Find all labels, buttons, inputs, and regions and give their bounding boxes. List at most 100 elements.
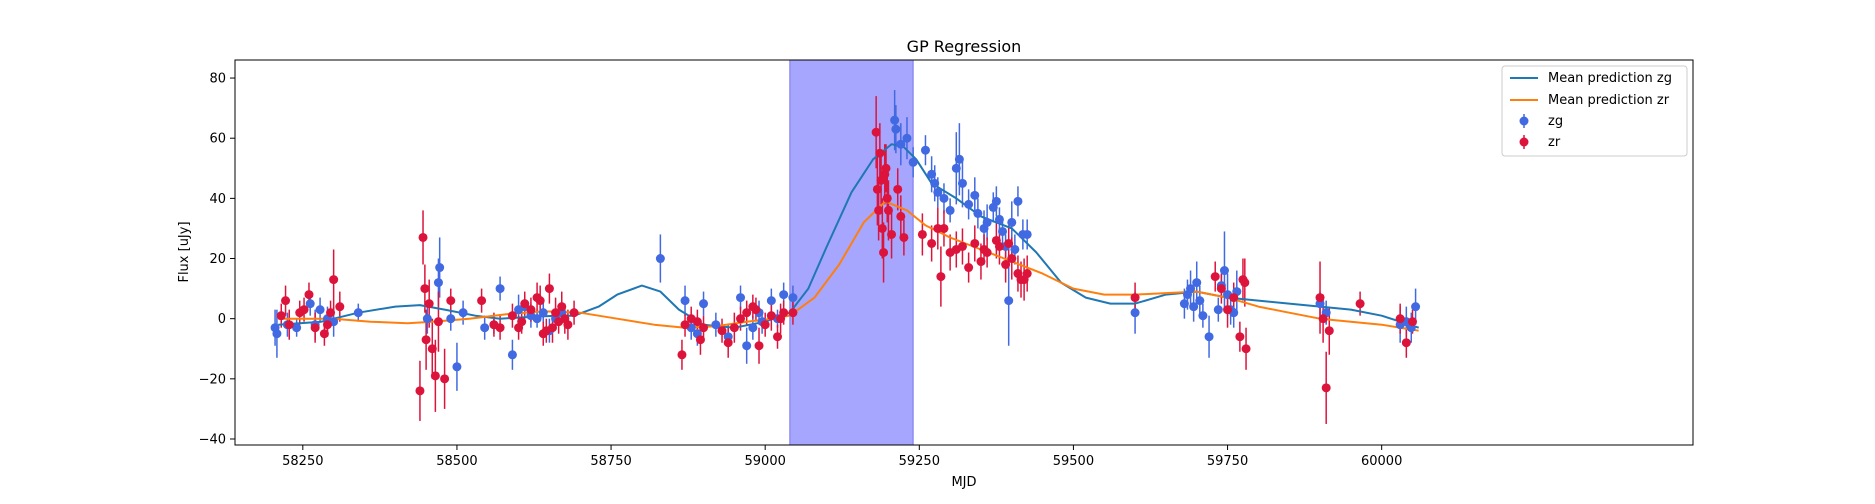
y-tick-label: 40 [209, 192, 226, 207]
data-point-zg [1411, 302, 1421, 312]
data-point-zg [292, 323, 302, 333]
data-point-zr [547, 323, 557, 333]
data-point-zr [766, 311, 776, 321]
data-point-zr [1407, 317, 1417, 327]
legend-marker-zr [1519, 137, 1529, 147]
plot-frame [234, 59, 1694, 446]
data-point-zg [1195, 296, 1205, 306]
data-point-zr [329, 275, 339, 285]
data-point-zg [1213, 305, 1223, 315]
data-point-zr [427, 344, 437, 354]
data-point-zg [1007, 217, 1017, 227]
data-point-zr [1022, 269, 1032, 279]
data-point-zr [692, 317, 702, 327]
data-point-zr [1355, 299, 1365, 309]
data-point-zg [1013, 196, 1023, 206]
data-point-zr [927, 238, 937, 248]
data-point-zr [326, 308, 336, 318]
legend-marker-zg [1519, 116, 1529, 126]
data-point-zr [1004, 238, 1014, 248]
data-point-zg [1004, 296, 1014, 306]
data-point-zr [418, 232, 428, 242]
data-point-zg [1130, 308, 1140, 318]
data-point-zr [495, 323, 505, 333]
data-point-zr [917, 229, 927, 239]
data-point-zr [430, 371, 440, 381]
data-point-zr [874, 205, 884, 215]
data-point-zr [520, 299, 530, 309]
data-point-zr [881, 163, 891, 173]
data-point-zg [305, 299, 315, 309]
data-point-zg [920, 145, 930, 155]
data-point-zr [982, 248, 992, 257]
y-tick-label: −40 [199, 432, 226, 447]
data-point-zr [970, 238, 980, 248]
data-point-zg [315, 305, 325, 315]
data-point-zr [754, 341, 764, 351]
data-point-zr [1395, 314, 1405, 324]
data-point-zg [748, 323, 758, 333]
data-point-zg [435, 263, 445, 273]
data-point-zg [538, 308, 548, 318]
data-point-zr [284, 320, 294, 330]
x-tick-label: 59500 [1053, 454, 1094, 469]
data-point-zg [964, 199, 974, 209]
data-point-zg [1219, 266, 1229, 276]
data-point-zr [680, 320, 690, 330]
data-point-zg [480, 323, 490, 333]
data-point-zr [760, 320, 770, 330]
legend-label-zr: zr [1548, 135, 1561, 150]
data-point-zg [272, 329, 282, 339]
data-point-zr [420, 284, 430, 294]
data-point-zr [879, 248, 889, 257]
data-point-zg [452, 362, 462, 372]
data-point-zr [299, 305, 309, 315]
data-point-zg [736, 293, 746, 303]
data-point-zr [551, 308, 561, 318]
data-point-zg [991, 196, 1001, 206]
data-point-zr [883, 205, 893, 215]
data-point-zg [927, 169, 937, 179]
data-point-zr [773, 332, 783, 342]
data-point-zg [680, 296, 690, 306]
data-point-zr [1210, 272, 1220, 282]
data-point-zr [440, 374, 450, 384]
data-point-zr [433, 317, 443, 327]
chart-title: GP Regression [907, 37, 1022, 56]
data-point-zr [893, 184, 903, 194]
data-point-zr [933, 223, 943, 233]
data-point-zr [899, 232, 909, 242]
data-point-zr [1223, 305, 1233, 315]
data-point-zg [945, 205, 955, 215]
data-point-zr [882, 193, 892, 203]
data-point-zr [1315, 293, 1325, 303]
data-point-zg [908, 157, 918, 167]
data-points-layer [270, 115, 1421, 396]
data-point-zg [446, 314, 456, 324]
x-tick-label: 58250 [282, 454, 323, 469]
data-point-zr [415, 386, 425, 396]
data-point-zr [957, 241, 967, 251]
data-point-zr [994, 241, 1004, 251]
data-point-zg [1179, 299, 1189, 309]
data-point-zg [891, 124, 901, 134]
data-point-zg [458, 308, 468, 318]
data-point-zr [446, 296, 456, 306]
legend-box [1501, 65, 1688, 157]
data-point-zr [788, 308, 798, 318]
data-point-zg [788, 293, 798, 303]
x-tick-label: 59250 [899, 454, 940, 469]
data-point-zg [973, 208, 983, 218]
data-point-zr [535, 296, 545, 306]
x-axis-label: MJD [951, 475, 976, 490]
data-point-zg [711, 320, 721, 330]
data-point-zg [994, 214, 1004, 224]
data-point-zr [1321, 383, 1331, 393]
data-point-zg [998, 226, 1008, 236]
data-point-zr [1216, 284, 1226, 294]
data-point-zg [982, 217, 992, 227]
data-point-zr [1318, 314, 1328, 324]
data-point-zr [1324, 326, 1334, 336]
data-point-zg [742, 341, 752, 351]
